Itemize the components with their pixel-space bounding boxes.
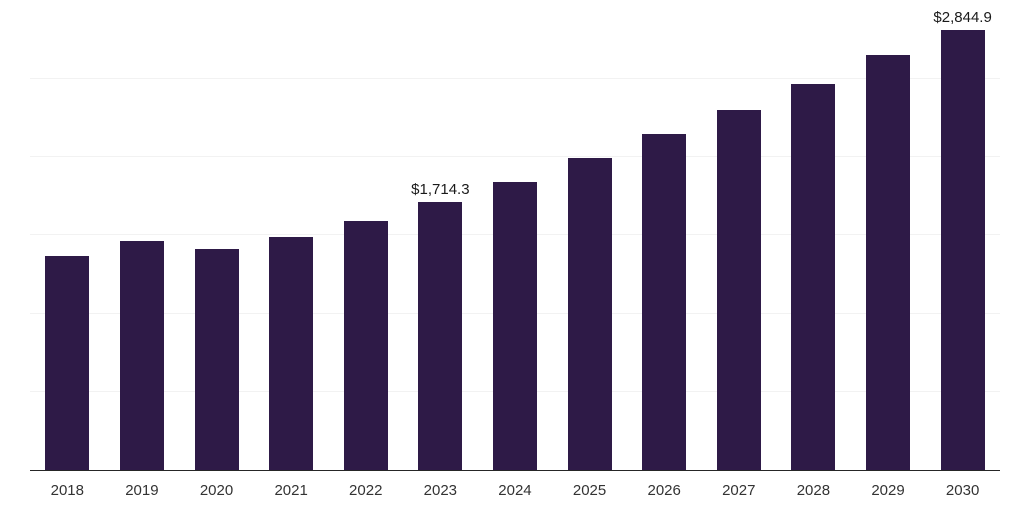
bar (791, 84, 836, 470)
bar-column (194, 10, 239, 470)
bar-column (567, 10, 612, 470)
bar (492, 182, 537, 470)
bar (418, 201, 463, 470)
x-tick-label: 2019 (125, 482, 159, 499)
bar-column: $1,714.3 (411, 10, 470, 470)
bar (716, 110, 761, 470)
plot-area: $1,714.3 $2,844.9 (30, 10, 1000, 470)
bar (343, 221, 388, 470)
bar-column (791, 10, 836, 470)
x-tick-label: 2022 (349, 482, 383, 499)
x-tick-label: 2030 (945, 482, 980, 499)
x-tick-label: 2026 (647, 482, 681, 499)
bar (866, 55, 910, 470)
bar-column (45, 10, 90, 470)
bars-container: $1,714.3 $2,844.9 (30, 10, 1000, 470)
bar-column (343, 10, 388, 470)
bar-column (119, 10, 164, 470)
bar (119, 240, 164, 470)
x-tick-label: 2021 (274, 482, 308, 499)
x-axis-tick-labels: 2018 2019 2020 2021 2022 2023 2024 2025 2026 2027… (30, 482, 1000, 499)
bar (940, 30, 985, 470)
bar-column (866, 10, 910, 470)
bar (194, 249, 239, 470)
bar-column (492, 10, 537, 470)
x-tick-label: 2029 (871, 482, 905, 499)
bar (269, 236, 314, 470)
gridline (30, 156, 1000, 158)
bar-value-label: $1,714.3 (411, 180, 470, 198)
bar (45, 255, 90, 470)
bar-column: $2,844.9 (933, 10, 992, 470)
x-tick-label: 2023 (423, 482, 458, 499)
x-tick-label: 2018 (50, 482, 84, 499)
bar (567, 157, 612, 470)
bar-value-label: $2,844.9 (933, 9, 992, 26)
bar-column (269, 10, 314, 470)
x-tick-label: 2027 (722, 482, 756, 499)
bar (642, 134, 687, 470)
gridline (30, 77, 1000, 79)
bar-column (716, 10, 761, 470)
x-tick-label: 2025 (572, 482, 607, 499)
x-axis-line (30, 470, 1000, 471)
x-tick-label: 2024 (498, 482, 532, 499)
x-tick-label: 2020 (199, 482, 234, 499)
bar-column (642, 10, 687, 470)
x-tick-label: 2028 (796, 482, 831, 499)
